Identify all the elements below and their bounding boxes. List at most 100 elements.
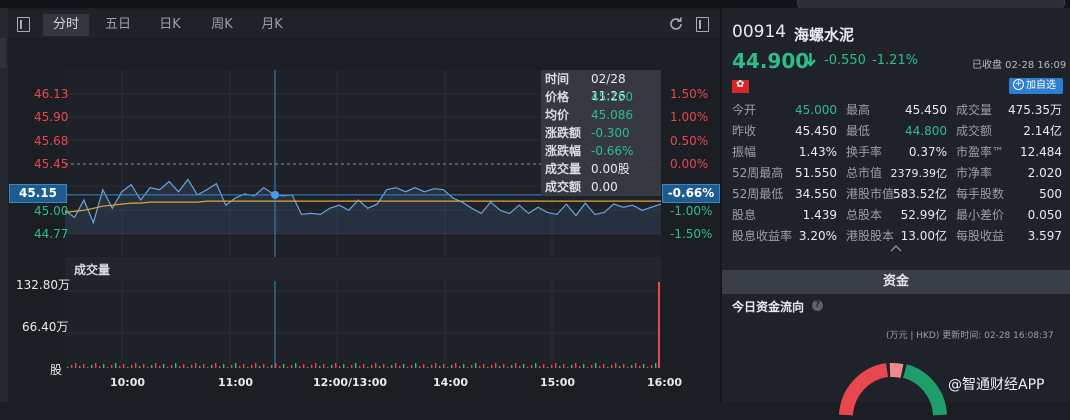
stat-value: 583.52亿 [893,187,947,201]
refresh-icon[interactable] [668,16,684,32]
sidebar-toggle-icon[interactable] [17,17,30,32]
volume-bar [539,366,541,368]
tab-daily-k[interactable]: 日K [159,17,181,32]
volume-bar [419,366,421,368]
stat-label: 总市值 [846,166,883,180]
stock-code: 00914 [732,22,787,42]
add-watchlist-button[interactable]: + 加自选 [1009,78,1063,94]
stat-value: 2.14亿 [1023,124,1062,138]
volume-bar [351,365,353,368]
tab-intraday[interactable]: 分时 [43,14,89,36]
time-axis-label: 11:00 [218,376,254,389]
tab-monthly-k[interactable]: 月K [261,17,283,32]
volume-bar [207,367,209,368]
volume-bar [455,363,457,368]
quote-panel: 00914 海螺水泥 44.900 -0.550 -1.21% 已收盘 02-2… [722,8,1070,416]
volume-bar [75,363,77,368]
stat-value: 1.43% [798,145,837,159]
volume-bar [211,365,213,368]
stat-value: 0.37% [908,145,947,159]
volume-plot-area [65,281,661,368]
volume-bar [155,363,157,368]
stat-value: 45.000 [795,103,837,117]
volume-bar [303,364,305,368]
volume-bar [503,364,505,368]
volume-bar [323,364,325,368]
volume-bar [655,363,657,368]
volume-bar [411,365,413,368]
tab-five-day[interactable]: 五日 [104,17,131,32]
funds-section-header[interactable]: 资金 [722,270,1070,294]
volume-bar [631,365,633,368]
crosshair-pct-tag: -0.66% [662,184,720,203]
volume-bar [427,367,429,368]
volume-bar [67,367,69,368]
volume-bar [267,367,269,368]
price-axis-label: 45.00 [34,204,69,218]
volume-bar [159,366,161,368]
volume-bar [331,365,333,368]
volume-bar [307,367,309,368]
volume-bar [215,363,217,368]
stat-label: 总股本 [846,208,883,222]
volume-bar [119,366,121,368]
price-axis-label: 44.77 [34,227,69,241]
volume-bar [311,365,313,368]
volume-bar [535,363,537,368]
volume-bar [335,363,337,368]
volume-bar [87,367,89,368]
stat-label: 最高 [846,103,871,117]
down-arrow-icon [805,53,816,67]
panel-divider [720,8,722,402]
volume-bar [463,364,465,368]
left-edge-panel [0,8,8,402]
price-change: -0.550 [824,53,866,68]
volume-bar [471,365,473,368]
chevron-up-icon[interactable] [890,244,902,252]
intraday-chart[interactable] [0,0,720,402]
stat-value: 12.484 [1020,145,1062,159]
volume-bar [263,364,265,368]
volume-bar-closing [658,282,660,368]
volume-bar [291,365,293,368]
volume-bar [579,366,581,368]
volume-bar [107,367,109,368]
volume-bar [583,364,585,368]
tooltip-change-label: 涨跌额 [545,126,582,140]
volume-bar [435,363,437,368]
tooltip-avg-label: 均价 [545,108,570,122]
volume-bar [243,364,245,368]
stat-value: 2.020 [1027,166,1062,180]
help-icon[interactable]: ? [812,300,823,311]
top-strip [0,0,1070,8]
stat-value: 51.550 [795,166,837,180]
tooltip-time-label: 时间 [545,72,570,86]
volume-bar [367,367,369,368]
volume-bar [171,365,173,368]
stat-label: 52周最低 [732,187,784,201]
volume-bar [587,367,589,368]
volume-bar [551,365,553,368]
volume-bar [643,364,645,368]
stat-label: 每股收益 [956,229,1005,243]
volume-bar [127,367,129,368]
price-axis-label: 46.13 [34,87,69,101]
chart-tabbar: 分时 五日 日K 周K 月K [8,10,720,38]
panel-toggle-icon[interactable] [696,17,709,32]
volume-bar [439,366,441,368]
volume-bar [451,365,453,368]
stat-value: 500 [1039,187,1062,201]
volume-bar [327,367,329,368]
time-axis-label: 15:00 [540,376,576,389]
volume-bar [527,367,529,368]
tab-weekly-k[interactable]: 周K [211,17,233,32]
stat-value: 3.20% [798,229,837,243]
volume-bar [111,365,113,368]
stock-name: 海螺水泥 [794,26,855,44]
volume-bar [567,367,569,368]
volume-bar [283,364,285,368]
volume-bar [627,367,629,368]
volume-bar [131,365,133,368]
volume-bar [635,363,637,368]
stat-value: 13.00亿 [900,229,947,243]
